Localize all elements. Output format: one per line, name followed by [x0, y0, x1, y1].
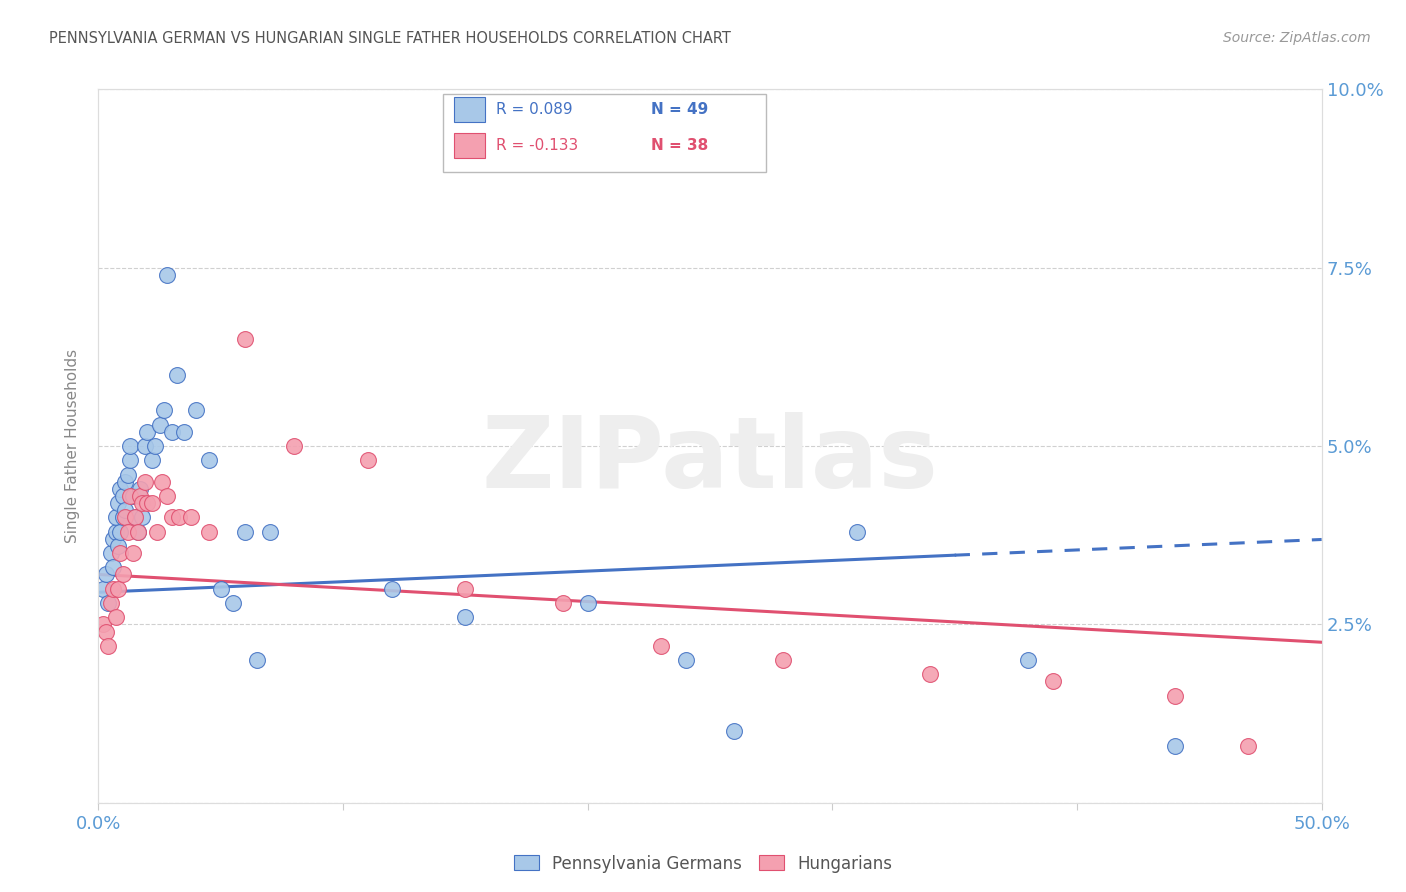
Point — [120, 439, 142, 453]
Legend: Pennsylvania Germans, Hungarians: Pennsylvania Germans, Hungarians — [508, 848, 898, 880]
Point — [454, 610, 477, 624]
Point — [136, 425, 159, 439]
Point — [97, 596, 120, 610]
Point — [160, 510, 183, 524]
Point — [209, 582, 232, 596]
Point — [117, 467, 139, 482]
Point — [197, 524, 219, 539]
Point — [283, 439, 305, 453]
Y-axis label: Single Father Households: Single Father Households — [65, 349, 80, 543]
Point — [131, 496, 153, 510]
Point — [121, 546, 143, 560]
Point — [107, 539, 129, 553]
Point — [1164, 689, 1187, 703]
Point — [650, 639, 672, 653]
Point — [111, 489, 134, 503]
Point — [111, 567, 134, 582]
Point — [134, 475, 156, 489]
Point — [104, 524, 127, 539]
Point — [180, 510, 202, 524]
Point — [107, 582, 129, 596]
Point — [101, 532, 124, 546]
Point — [97, 639, 120, 653]
Point — [160, 425, 183, 439]
Point — [143, 439, 166, 453]
Point — [1164, 739, 1187, 753]
Point — [246, 653, 269, 667]
Point — [110, 524, 132, 539]
Point — [110, 482, 132, 496]
Point — [104, 510, 127, 524]
Point — [94, 567, 117, 582]
Point — [1042, 674, 1064, 689]
Point — [121, 489, 143, 503]
Point — [141, 496, 163, 510]
Point — [120, 489, 142, 503]
Text: R = 0.089: R = 0.089 — [496, 103, 572, 117]
Point — [454, 582, 477, 596]
Point — [120, 453, 142, 467]
Point — [1017, 653, 1039, 667]
Point — [100, 596, 122, 610]
Point — [156, 489, 179, 503]
Point — [124, 510, 146, 524]
Point — [146, 524, 169, 539]
Point — [553, 596, 575, 610]
Point — [920, 667, 942, 681]
Point — [259, 524, 281, 539]
Point — [129, 489, 152, 503]
Point — [110, 546, 132, 560]
Point — [127, 524, 149, 539]
Point — [1237, 739, 1260, 753]
Point — [150, 475, 173, 489]
Point — [91, 617, 114, 632]
Point — [131, 510, 153, 524]
Point — [124, 510, 146, 524]
Point — [166, 368, 188, 382]
Point — [576, 596, 599, 610]
Point — [772, 653, 794, 667]
Point — [723, 724, 745, 739]
Point — [233, 524, 256, 539]
Point — [101, 582, 124, 596]
Point — [222, 596, 245, 610]
Point — [114, 503, 136, 517]
Point — [117, 524, 139, 539]
Text: N = 38: N = 38 — [651, 138, 709, 153]
Point — [156, 268, 179, 282]
Point — [114, 510, 136, 524]
Point — [111, 510, 134, 524]
Point — [127, 524, 149, 539]
Point — [114, 475, 136, 489]
Point — [107, 496, 129, 510]
Point — [675, 653, 697, 667]
Point — [134, 439, 156, 453]
Text: Source: ZipAtlas.com: Source: ZipAtlas.com — [1223, 31, 1371, 45]
Point — [129, 482, 152, 496]
Point — [101, 560, 124, 574]
Point — [136, 496, 159, 510]
Point — [356, 453, 378, 467]
Text: ZIPatlas: ZIPatlas — [482, 412, 938, 508]
Point — [197, 453, 219, 467]
Point — [149, 417, 172, 432]
Point — [381, 582, 404, 596]
Text: R = -0.133: R = -0.133 — [496, 138, 578, 153]
Point — [153, 403, 176, 417]
Point — [141, 453, 163, 467]
Point — [100, 546, 122, 560]
Point — [173, 425, 195, 439]
Point — [104, 610, 127, 624]
Text: N = 49: N = 49 — [651, 103, 709, 117]
Point — [233, 332, 256, 346]
Text: PENNSYLVANIA GERMAN VS HUNGARIAN SINGLE FATHER HOUSEHOLDS CORRELATION CHART: PENNSYLVANIA GERMAN VS HUNGARIAN SINGLE … — [49, 31, 731, 46]
Point — [94, 624, 117, 639]
Point — [167, 510, 190, 524]
Point — [186, 403, 208, 417]
Point — [91, 582, 114, 596]
Point — [845, 524, 868, 539]
